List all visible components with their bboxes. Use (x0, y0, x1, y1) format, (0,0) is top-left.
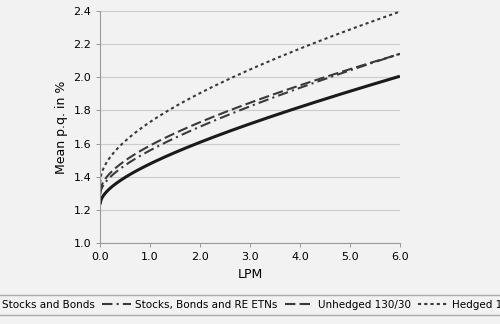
Stocks and Bonds (133, 169, 139, 173)
Stocks, Bonds and RE ETNs (216, 117, 222, 121)
Unhedged 130/30 (315, 77, 321, 81)
Stocks and Bonds (97, 202, 103, 206)
Line: Stocks and Bonds: Stocks and Bonds (100, 76, 400, 204)
Stocks, Bonds and RE ETNs (133, 156, 139, 160)
Stocks and Bonds (314, 100, 320, 104)
Stocks and Bonds (195, 141, 201, 145)
Stocks, Bonds and RE ETNs (397, 52, 403, 56)
Legend: Stocks and Bonds, Stocks, Bonds and RE ETNs, Unhedged 130/30, Hedged 130/30: Stocks and Bonds, Stocks, Bonds and RE E… (0, 295, 500, 315)
Line: Hedged 130/30: Hedged 130/30 (100, 12, 400, 183)
Line: Stocks, Bonds and RE ETNs: Stocks, Bonds and RE ETNs (100, 54, 400, 195)
Hedged 130/30 (216, 82, 222, 86)
Hedged 130/30 (195, 92, 201, 96)
Hedged 130/30 (97, 181, 103, 185)
Stocks, Bonds and RE ETNs (195, 126, 201, 130)
Stocks and Bonds (216, 133, 222, 137)
Hedged 130/30 (397, 10, 403, 14)
Unhedged 130/30 (286, 87, 292, 91)
Unhedged 130/30 (195, 121, 201, 125)
Hedged 130/30 (133, 130, 139, 134)
Hedged 130/30 (314, 40, 320, 44)
Stocks, Bonds and RE ETNs (315, 79, 321, 83)
Unhedged 130/30 (133, 152, 139, 156)
Unhedged 130/30 (97, 191, 103, 194)
Unhedged 130/30 (216, 113, 222, 117)
Stocks and Bonds (315, 99, 321, 103)
Hedged 130/30 (286, 51, 292, 55)
Y-axis label: Mean p.q. in %: Mean p.q. in % (54, 80, 68, 174)
Stocks and Bonds (286, 109, 292, 113)
Unhedged 130/30 (397, 52, 403, 56)
Hedged 130/30 (315, 40, 321, 43)
Stocks, Bonds and RE ETNs (314, 80, 320, 84)
Line: Unhedged 130/30: Unhedged 130/30 (100, 54, 400, 192)
X-axis label: LPM: LPM (238, 268, 262, 281)
Stocks and Bonds (397, 74, 403, 78)
Stocks, Bonds and RE ETNs (286, 90, 292, 94)
Stocks, Bonds and RE ETNs (97, 193, 103, 197)
Unhedged 130/30 (314, 78, 320, 82)
